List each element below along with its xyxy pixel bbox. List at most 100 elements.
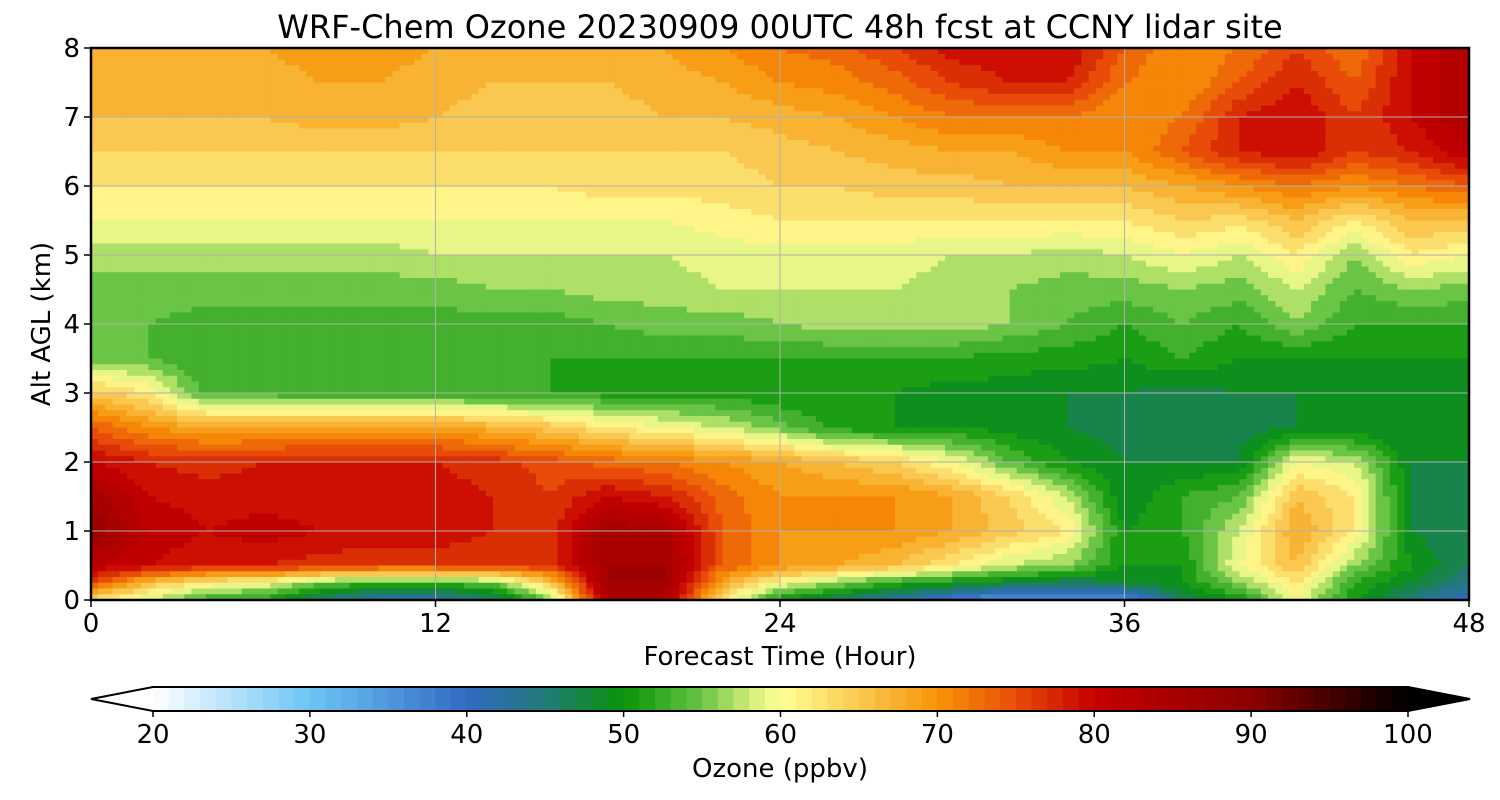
field-cell: [1203, 94, 1212, 101]
field-cell: [119, 48, 128, 55]
field-cell: [213, 122, 221, 130]
field-cell: [492, 71, 501, 78]
field-cell: [91, 151, 99, 158]
field-cell: [988, 128, 996, 135]
field-cell: [600, 186, 609, 193]
field-cell: [1217, 174, 1226, 181]
field-cell: [1275, 140, 1283, 147]
field-cell: [1253, 94, 1262, 101]
field-cell: [457, 157, 465, 164]
field-cell: [457, 88, 465, 95]
field-cell: [1009, 71, 1018, 78]
field-cell: [1440, 76, 1449, 84]
field-cell: [1433, 94, 1441, 101]
field-cell: [1009, 140, 1018, 147]
field-cell: [844, 117, 853, 124]
field-cell: [1095, 180, 1104, 187]
field-cell: [485, 76, 494, 84]
field-cell: [1390, 117, 1398, 124]
field-cell: [1217, 105, 1226, 112]
field-cell: [693, 168, 702, 176]
field-cell: [593, 145, 602, 153]
field-cell: [205, 105, 214, 112]
field-cell: [952, 71, 961, 78]
field-cell: [557, 174, 566, 181]
field-cell: [1146, 163, 1154, 170]
field-cell: [1038, 140, 1047, 147]
field-cell: [636, 168, 645, 176]
field-cell: [1031, 134, 1039, 141]
field-cell: [937, 174, 946, 181]
field-cell: [141, 157, 150, 164]
field-cell: [320, 140, 329, 147]
field-cell: [349, 88, 358, 95]
field-cell: [485, 94, 494, 101]
field-cell: [263, 65, 272, 72]
field-cell: [736, 186, 745, 193]
field-cell: [923, 174, 932, 181]
field-cell: [593, 168, 602, 176]
field-cell: [1232, 48, 1240, 55]
field-cell: [1081, 105, 1090, 112]
field-cell: [421, 128, 429, 135]
field-cell: [780, 145, 788, 153]
field-cell: [363, 53, 372, 61]
field-cell: [1260, 151, 1269, 158]
field-cell: [492, 180, 501, 187]
field-cell: [1311, 180, 1319, 187]
field-cell: [126, 59, 135, 66]
field-cell: [715, 140, 724, 147]
field-cell: [435, 94, 444, 101]
field-cell: [184, 53, 193, 61]
field-cell: [1009, 82, 1018, 89]
field-cell: [650, 163, 659, 170]
field-cell: [657, 122, 666, 130]
field-cell: [457, 111, 465, 118]
field-cell: [1045, 71, 1054, 78]
field-cell: [356, 163, 365, 170]
field-cell: [134, 76, 142, 84]
field-cell: [1074, 151, 1083, 158]
field-cell: [98, 111, 106, 118]
field-cell: [1196, 65, 1205, 72]
field-cell: [1138, 145, 1147, 153]
field-cell: [945, 145, 953, 153]
field-cell: [234, 134, 243, 141]
field-cell: [1411, 151, 1420, 158]
field-cell: [1397, 134, 1406, 141]
field-cell: [1153, 94, 1161, 101]
field-cell: [808, 180, 817, 187]
field-cell: [148, 76, 157, 84]
field-cell: [973, 122, 982, 130]
field-cell: [966, 88, 975, 95]
field-cell: [105, 122, 114, 130]
field-cell: [507, 145, 516, 153]
field-cell: [945, 168, 953, 176]
field-cell: [952, 186, 961, 193]
field-cell: [1067, 140, 1075, 147]
field-cell: [1110, 71, 1118, 78]
field-cell: [105, 157, 114, 164]
field-cell: [1081, 180, 1090, 187]
field-cell: [693, 134, 702, 141]
field-cell: [851, 186, 860, 193]
field-cell: [636, 163, 645, 170]
field-cell: [284, 71, 293, 78]
field-cell: [679, 117, 688, 124]
field-cell: [579, 105, 587, 112]
field-cell: [579, 76, 587, 84]
field-cell: [270, 163, 279, 170]
field-cell: [112, 122, 121, 130]
field-cell: [1210, 163, 1219, 170]
field-cell: [715, 186, 724, 193]
field-cell: [191, 186, 200, 193]
field-cell: [708, 145, 717, 153]
field-cell: [1088, 157, 1097, 164]
field-cell: [313, 128, 322, 135]
field-cell: [435, 117, 444, 124]
field-cell: [823, 122, 831, 130]
field-cell: [909, 180, 917, 187]
field-cell: [148, 134, 157, 141]
field-cell: [902, 105, 910, 112]
field-cell: [1289, 94, 1298, 101]
